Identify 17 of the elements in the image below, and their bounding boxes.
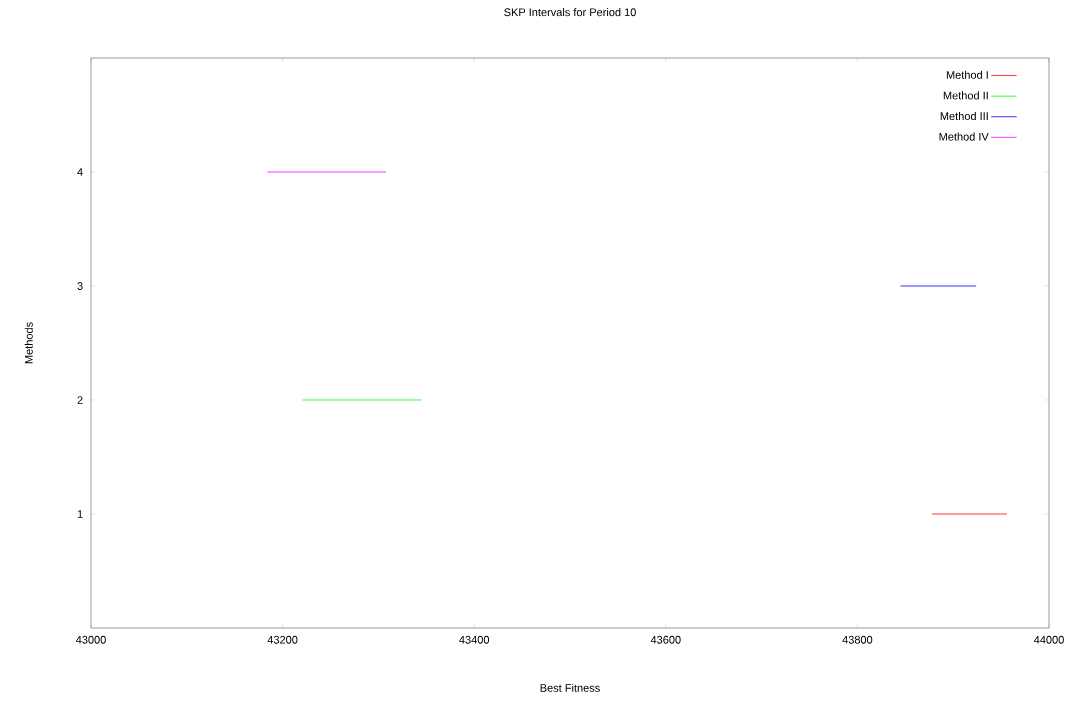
y-tick-label: 4	[77, 168, 83, 176]
y-tick-label: 1	[77, 510, 83, 518]
legend-label: Method III	[940, 111, 988, 121]
x-tick-label: 44000	[1033, 635, 1064, 644]
legend-label: Method IV	[939, 132, 989, 141]
chart-title: SKP Intervals for Period 10	[504, 8, 636, 17]
x-tick-label: 43600	[650, 635, 681, 644]
legend-label: Method II	[943, 91, 988, 100]
legend-label: Method I	[946, 70, 988, 79]
y-axis-title: Methods	[24, 322, 33, 364]
x-tick-label: 43200	[267, 635, 298, 644]
x-tick-label: 43800	[842, 635, 873, 644]
x-tick-label: 43400	[459, 635, 490, 644]
y-tick-label: 3	[77, 282, 83, 290]
y-tick-label: 2	[77, 396, 83, 404]
x-tick-label: 43000	[75, 635, 106, 644]
x-axis-title: Best Fitness	[540, 683, 600, 692]
